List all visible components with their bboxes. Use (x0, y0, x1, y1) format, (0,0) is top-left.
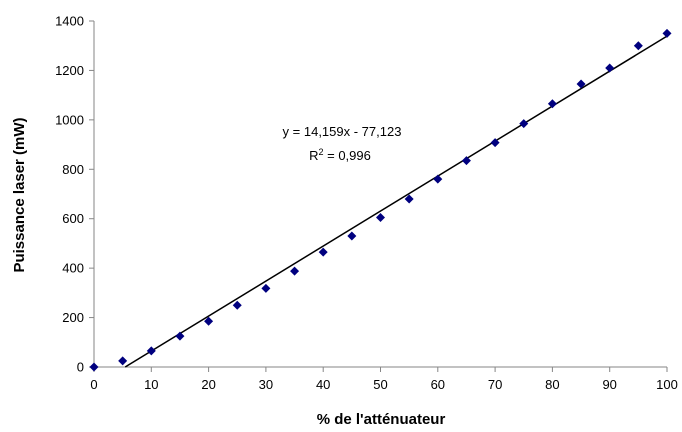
data-point (89, 362, 99, 372)
data-point (576, 79, 586, 89)
data-point (662, 28, 672, 38)
data-point (490, 138, 500, 148)
x-tick-label: 100 (656, 377, 678, 392)
x-tick-label: 50 (373, 377, 387, 392)
trendline-equation: y = 14,159x - 77,123 (283, 124, 402, 139)
y-tick-label: 400 (62, 261, 84, 276)
y-tick-label: 1200 (55, 63, 84, 78)
y-axis-title: Puissance laser (mW) (11, 117, 28, 272)
data-point (146, 346, 156, 356)
data-point (175, 331, 185, 341)
y-tick-label: 1000 (55, 112, 84, 127)
y-tick-label: 1400 (55, 14, 84, 29)
y-tick-label: 200 (62, 310, 84, 325)
x-tick-label: 30 (259, 377, 273, 392)
y-tick-label: 600 (62, 211, 84, 226)
x-tick-label: 70 (488, 377, 502, 392)
data-point (633, 41, 643, 51)
x-tick-label: 60 (431, 377, 445, 392)
x-tick-label: 80 (545, 377, 559, 392)
data-point (519, 119, 529, 129)
data-point (461, 156, 471, 166)
x-tick-label: 0 (90, 377, 97, 392)
x-axis-ticks: 0 10 20 30 40 50 60 70 80 90 100 (90, 367, 678, 392)
data-point (318, 247, 328, 257)
data-point (204, 316, 214, 326)
trendline (124, 35, 668, 368)
x-tick-label: 10 (144, 377, 158, 392)
x-tick-label: 20 (201, 377, 215, 392)
r-squared-label: R2 = 0,996 (309, 147, 371, 163)
data-point (232, 300, 242, 310)
x-axis-title: % de l'atténuateur (317, 411, 446, 428)
x-tick-label: 40 (316, 377, 330, 392)
data-point (433, 174, 443, 184)
trendline-group (124, 35, 668, 368)
data-point (376, 212, 385, 222)
x-tick-label: 90 (602, 377, 616, 392)
data-point (118, 356, 128, 366)
data-point (404, 194, 414, 204)
data-points (89, 28, 672, 372)
y-tick-label: 0 (77, 360, 84, 375)
data-point (347, 231, 357, 241)
data-point (605, 63, 615, 73)
y-tick-label: 800 (62, 162, 84, 177)
data-point (290, 266, 300, 276)
data-point (261, 283, 271, 293)
y-axis-ticks: 0 200 400 600 800 1000 1200 1400 (55, 14, 94, 375)
data-point (547, 99, 557, 109)
